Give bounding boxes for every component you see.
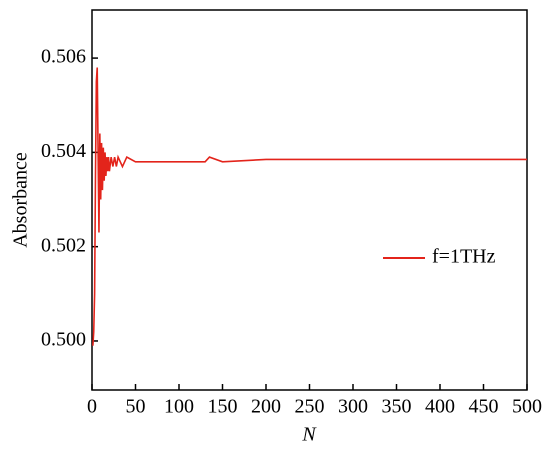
x-tick-label: 50 (126, 396, 146, 418)
plot-frame (91, 9, 528, 391)
x-tick-label: 200 (251, 396, 281, 418)
y-tick-label: 0.504 (41, 140, 86, 162)
legend-label: f=1THz (432, 246, 496, 268)
x-tick-label: 400 (425, 396, 455, 418)
x-tick-label: 0 (87, 396, 97, 418)
x-tick-label: 350 (382, 396, 412, 418)
data-line (92, 67, 527, 346)
x-tick-label: 450 (469, 396, 499, 418)
y-tick-label: 0.506 (41, 46, 86, 68)
x-axis-label: N (301, 424, 317, 446)
x-tick-label: 150 (208, 396, 238, 418)
y-tick-label: 0.502 (41, 234, 86, 256)
x-tick-label: 300 (338, 396, 368, 418)
y-tick-label: 0.500 (41, 329, 86, 351)
x-tick-label: 100 (164, 396, 194, 418)
y-axis-label: Absorbance (10, 152, 32, 248)
x-tick-label: 500 (512, 396, 542, 418)
x-tick-label: 250 (295, 396, 325, 418)
